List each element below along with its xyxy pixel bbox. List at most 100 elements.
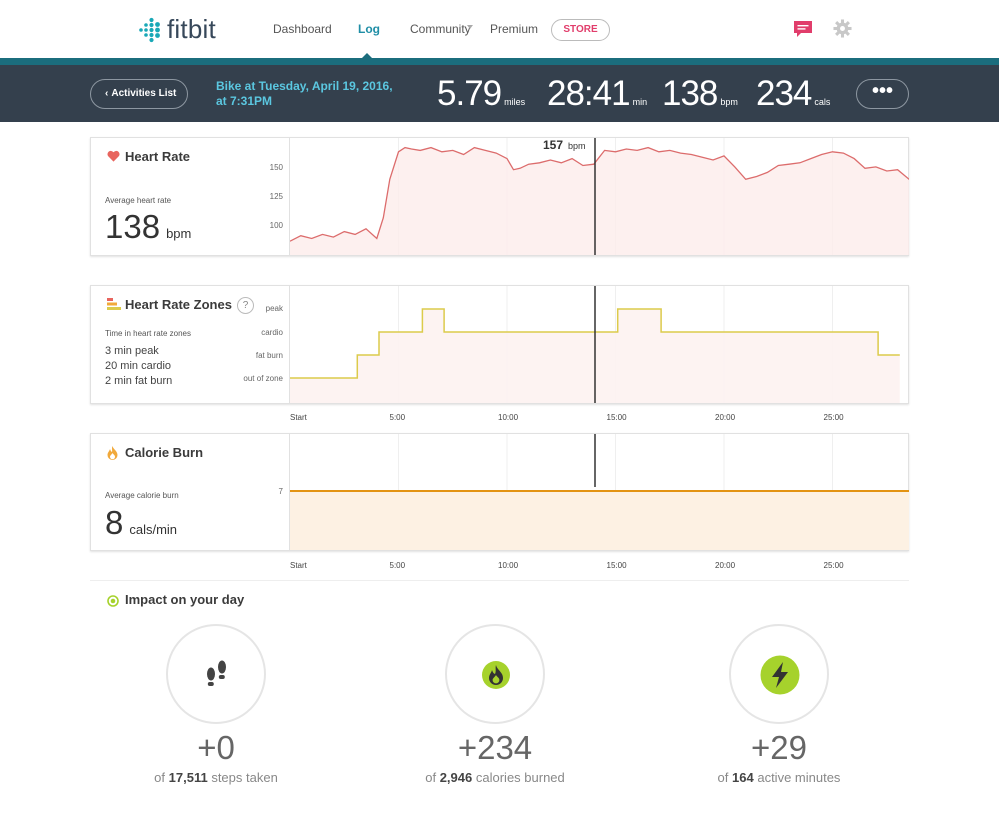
zone-cardio-duration: 20 min cardio — [105, 360, 172, 372]
calories-impact-caption: of 2,946 calories burned — [375, 770, 615, 785]
flame-icon — [107, 446, 118, 460]
distance-value: 5.79 — [437, 74, 502, 113]
x-tick-label: Start — [290, 413, 307, 422]
zone-level-label: out of zone — [243, 374, 283, 383]
active-post: active minutes — [757, 770, 841, 785]
help-icon[interactable]: ? — [237, 297, 254, 314]
heart-rate-zones-chart[interactable] — [290, 286, 909, 403]
back-label: Activities List — [111, 88, 177, 99]
x-tick-label: 20:00 — [715, 413, 736, 422]
calories-impact-value: +234 — [457, 729, 533, 766]
avg-calorie-label: Average calorie burn — [105, 491, 179, 500]
gear-icon[interactable] — [833, 19, 852, 38]
steps-impact-value: +0 — [197, 729, 235, 766]
x-tick-label: 5:00 — [389, 561, 406, 570]
nav-premium[interactable]: Premium — [490, 22, 539, 36]
heart-rate-summary: Heart Rate Average heart rate 138 bpm 150… — [91, 138, 290, 255]
active-minutes-impact-caption: of 164 active minutes — [659, 770, 899, 785]
avg-calorie-burn: 8 cals/min — [105, 504, 177, 542]
steps-impact-circle — [166, 624, 266, 724]
avg-heart-rate-unit: bpm — [166, 226, 192, 241]
steps-total: 17,511 — [168, 770, 208, 785]
heart-icon — [107, 150, 120, 162]
avg-calorie-value: 8 — [105, 504, 124, 541]
hr-cursor-value: 157 — [543, 138, 564, 152]
steps-post: steps taken — [211, 770, 278, 785]
heart-rate-title: Heart Rate — [125, 149, 191, 164]
stat-duration: 28:41 min — [547, 74, 647, 114]
footsteps-icon — [207, 660, 226, 686]
nav-dashboard[interactable]: Dashboard — [273, 22, 332, 36]
steps-pre: of — [154, 770, 166, 785]
stat-heart-rate: 138 bpm — [662, 74, 738, 114]
duration-unit: min — [632, 97, 648, 107]
calories-post: calories burned — [475, 770, 565, 785]
target-icon — [107, 595, 119, 607]
cal-y-tick: 7 — [278, 487, 283, 496]
calories-total: 2,946 — [439, 770, 473, 785]
hr-cursor-unit: bpm — [568, 141, 586, 151]
calories-impact-circle — [445, 624, 545, 724]
activities-list-button[interactable]: ‹ Activities List — [90, 79, 188, 109]
active-total: 164 — [732, 770, 754, 785]
activity-title: Bike at Tuesday, April 19, 2016, at 7:31… — [216, 79, 393, 108]
section-divider — [90, 580, 909, 581]
active-minutes-impact-circle — [729, 624, 829, 724]
x-tick-label: 5:00 — [389, 413, 406, 422]
heart-value: 138 — [662, 74, 718, 113]
steps-impact-caption: of 17,511 steps taken — [96, 770, 336, 785]
hr-y-tick: 125 — [269, 192, 283, 201]
heart-rate-zones-card: Heart Rate Zones ? Time in heart rate zo… — [90, 285, 909, 404]
heart-rate-line — [290, 146, 909, 242]
zone-level-label: fat burn — [255, 351, 283, 360]
zone-level-label: peak — [265, 304, 283, 313]
zone-durations: 3 min peak 20 min cardio 2 min fat burn — [105, 344, 172, 389]
fitbit-logo-icon — [139, 17, 160, 42]
fitbit-logo[interactable]: fitbit — [137, 14, 216, 45]
calorie-burn-card: Calorie Burn Average calorie burn 8 cals/… — [90, 433, 909, 551]
active-pre: of — [717, 770, 729, 785]
heart-rate-area — [290, 147, 909, 255]
zone-peak-duration: 3 min peak — [105, 345, 159, 357]
avg-heart-rate: 138 bpm — [105, 208, 191, 246]
nav-accent-bar — [0, 58, 999, 65]
x-tick-label: 25:00 — [823, 561, 844, 570]
avg-heart-rate-label: Average heart rate — [105, 196, 172, 205]
heart-rate-chart[interactable] — [290, 138, 909, 255]
zones-title: Heart Rate Zones — [125, 297, 232, 312]
x-tick-label: 20:00 — [715, 561, 736, 570]
heart-rate-card: Heart Rate Average heart rate 138 bpm 150… — [90, 137, 909, 256]
hr-y-tick: 100 — [269, 221, 283, 230]
activity-summary-bar: ‹ Activities List Bike at Tuesday, April … — [0, 65, 999, 122]
calories-flame-icon — [482, 661, 510, 689]
active-minutes-impact-value: +29 — [751, 729, 807, 766]
community-dropdown-icon[interactable] — [467, 25, 473, 29]
calories-value: 234 — [756, 74, 812, 113]
zone-level-label: cardio — [261, 328, 283, 337]
x-tick-label: 25:00 — [823, 413, 844, 422]
distance-unit: miles — [504, 97, 526, 107]
calorie-title: Calorie Burn — [125, 445, 204, 460]
x-tick-label: 15:00 — [606, 413, 627, 422]
store-button[interactable]: STORE — [551, 19, 610, 41]
duration-value: 28:41 — [547, 74, 631, 113]
calories-unit: cals — [814, 97, 831, 107]
hr-cursor-readout: 157 bpm — [541, 138, 588, 152]
time-in-zones-label: Time in heart rate zones — [105, 329, 191, 338]
avg-heart-rate-value: 138 — [105, 208, 161, 245]
calorie-area — [290, 491, 909, 550]
zones-icon — [107, 298, 121, 310]
nav-log[interactable]: Log — [358, 22, 380, 36]
x-tick-label: 15:00 — [606, 561, 627, 570]
lightning-icon — [760, 655, 800, 695]
chat-icon[interactable] — [793, 20, 813, 39]
calorie-burn-chart[interactable] — [290, 434, 909, 550]
zones-line — [290, 308, 900, 379]
top-nav: fitbit Dashboard Log Community Premium S… — [0, 0, 999, 59]
more-options-button[interactable]: ••• — [856, 79, 909, 109]
stat-distance: 5.79 miles — [437, 74, 525, 114]
nav-community[interactable]: Community — [410, 22, 471, 36]
chevron-left-icon: ‹ — [105, 88, 109, 99]
x-tick-label: 10:00 — [498, 561, 519, 570]
x-tick-label: Start — [290, 561, 307, 570]
